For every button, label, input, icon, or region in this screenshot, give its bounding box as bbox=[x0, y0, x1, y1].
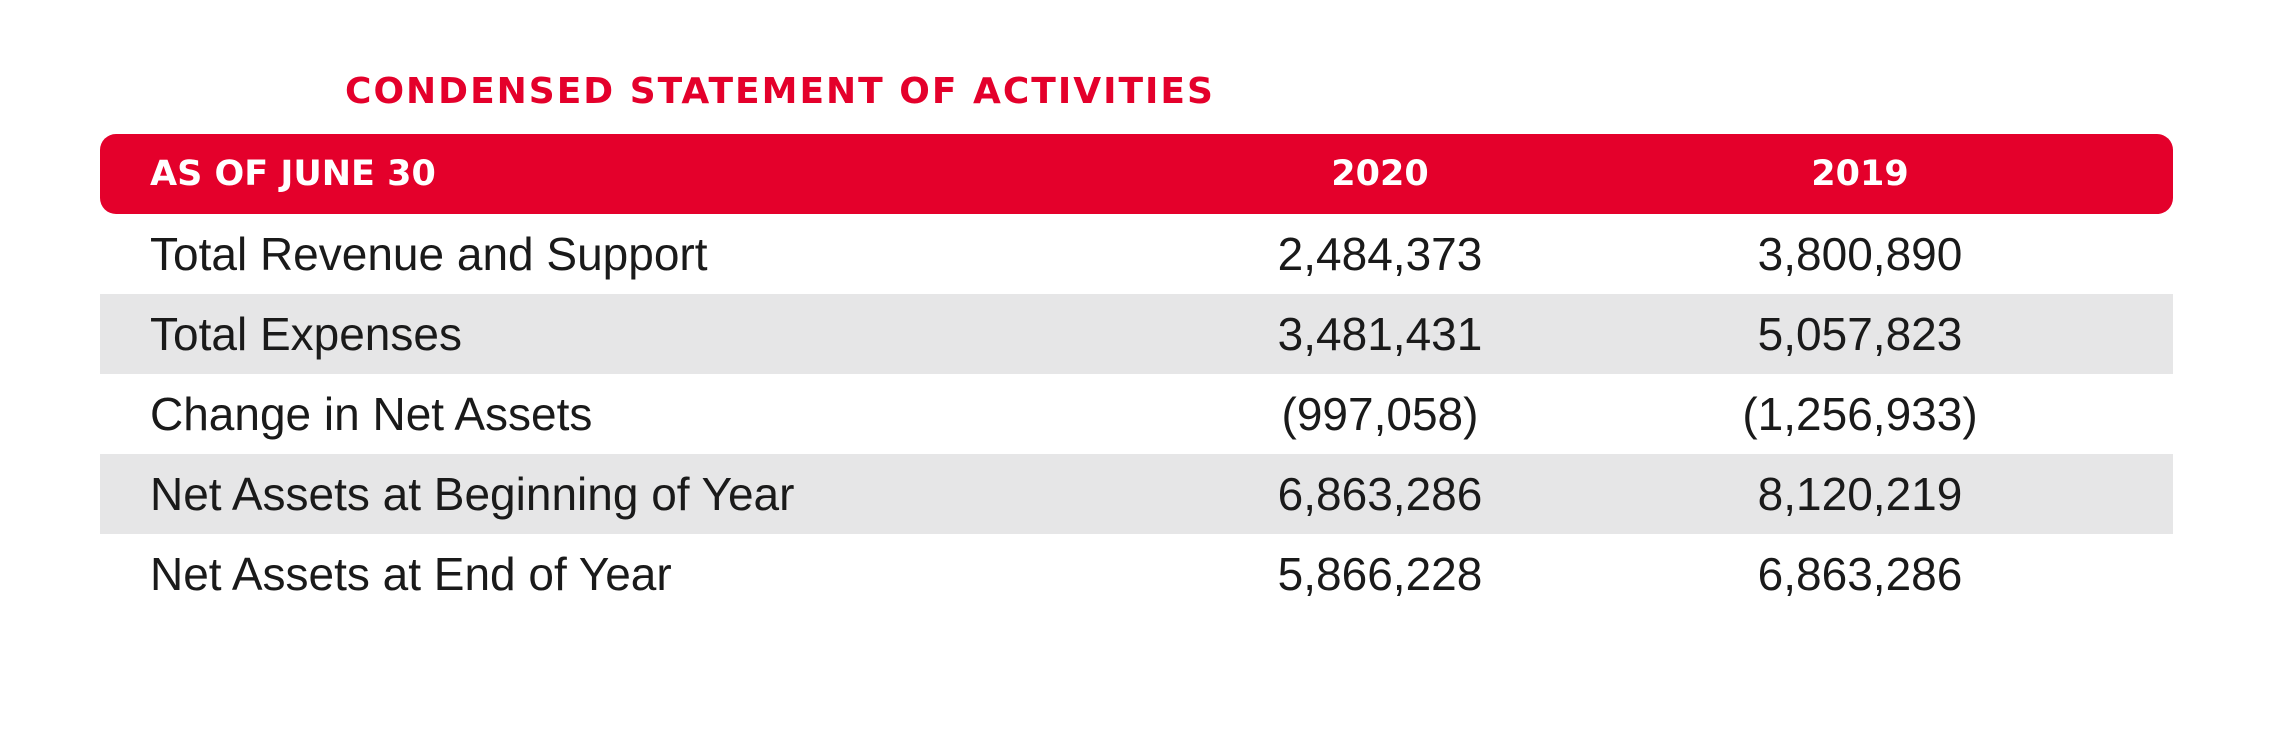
value-2020: 5,866,228 bbox=[1277, 548, 1483, 600]
value-2019: 3,800,890 bbox=[1757, 228, 1963, 280]
row-label: Total Revenue and Support bbox=[150, 228, 708, 280]
row-label: Net Assets at End of Year bbox=[150, 548, 672, 600]
header-period: AS OF JUNE 30 bbox=[150, 154, 436, 194]
value-2019: (1,256,933) bbox=[1742, 388, 1978, 440]
value-2020: 6,863,286 bbox=[1277, 468, 1483, 520]
table-row: Net Assets at Beginning of Year 6,863,28… bbox=[100, 454, 2173, 534]
header-2020: 2020 bbox=[1331, 154, 1429, 194]
value-2019: 6,863,286 bbox=[1757, 548, 1963, 600]
table-row: Net Assets at End of Year 5,866,228 6,86… bbox=[100, 534, 2173, 614]
value-2019: 5,057,823 bbox=[1757, 308, 1963, 360]
header-2019: 2019 bbox=[1811, 154, 1909, 194]
row-label: Total Expenses bbox=[150, 308, 462, 360]
row-label: Net Assets at Beginning of Year bbox=[150, 468, 795, 520]
value-2020: 2,484,373 bbox=[1277, 228, 1483, 280]
value-2020: (997,058) bbox=[1281, 388, 1479, 440]
value-2019: 8,120,219 bbox=[1757, 468, 1963, 520]
value-2020: 3,481,431 bbox=[1277, 308, 1483, 360]
table-row: Total Revenue and Support 2,484,373 3,80… bbox=[100, 214, 2173, 294]
table-row: Change in Net Assets (997,058) (1,256,93… bbox=[100, 374, 2173, 454]
row-label: Change in Net Assets bbox=[150, 388, 593, 440]
activities-table: AS OF JUNE 30 2020 2019 Total Revenue an… bbox=[100, 134, 2173, 614]
table-header: AS OF JUNE 30 2020 2019 bbox=[100, 134, 2173, 214]
table-row: Total Expenses 3,481,431 5,057,823 bbox=[100, 294, 2173, 374]
statement-title: CONDENSED STATEMENT OF ACTIVITIES bbox=[345, 71, 1215, 112]
